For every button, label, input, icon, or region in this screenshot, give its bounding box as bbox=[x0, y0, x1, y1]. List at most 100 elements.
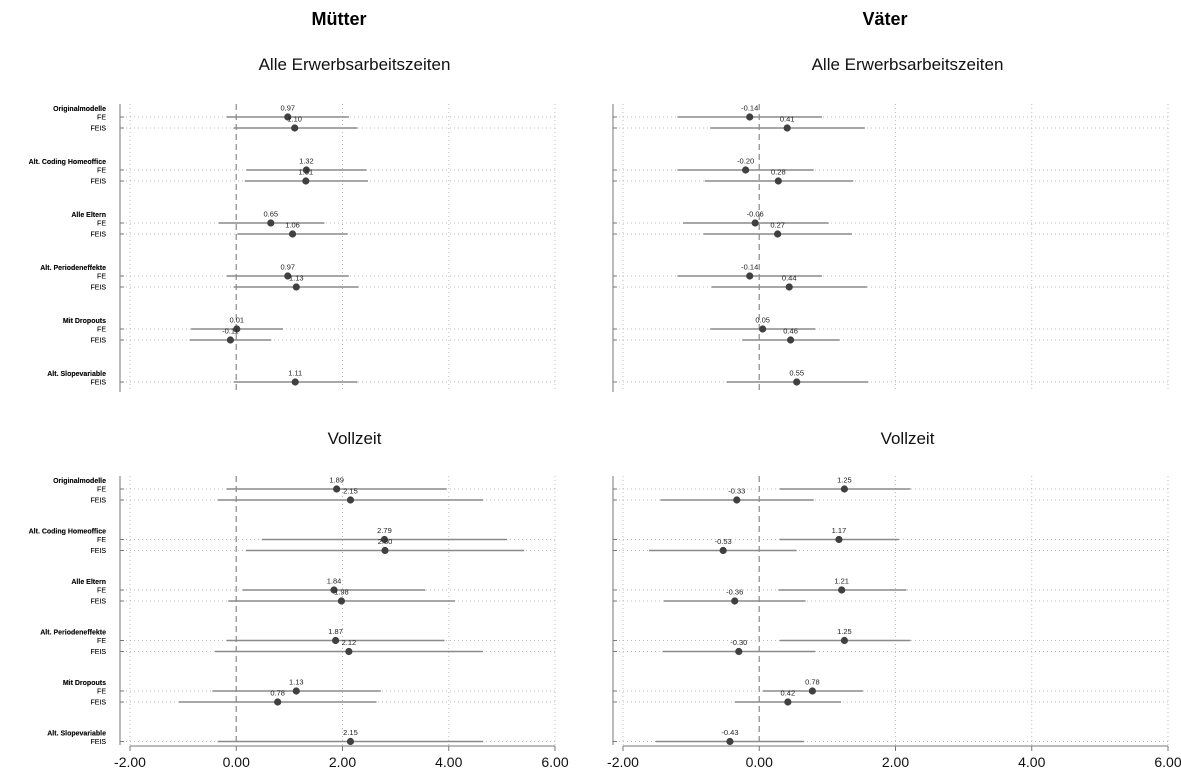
row-label: FE bbox=[97, 689, 106, 696]
point-estimate bbox=[759, 325, 767, 333]
row-label: FEIS bbox=[90, 285, 106, 292]
row-label: FEIS bbox=[90, 126, 106, 133]
row-label: FEIS bbox=[90, 498, 106, 505]
row-label: FE bbox=[97, 588, 106, 595]
group-label: Originalmodelle bbox=[53, 106, 106, 113]
row-label: FEIS bbox=[90, 179, 106, 186]
group-label: Alt. Coding Homeoffice bbox=[29, 159, 106, 166]
row-label: FEIS bbox=[90, 179, 106, 186]
row-label: FEIS bbox=[90, 548, 106, 555]
row-label: FEIS bbox=[90, 649, 106, 656]
data-label: -0.33 bbox=[728, 487, 745, 496]
group-label: Mit Dropouts bbox=[63, 318, 106, 325]
point-estimate bbox=[808, 687, 816, 695]
data-label: 1.89 bbox=[329, 476, 344, 485]
group-label: Alt. Slopevariable bbox=[47, 371, 106, 378]
row-label: FEIS bbox=[90, 739, 106, 746]
column-title-fathers: Väter bbox=[862, 9, 907, 29]
chart-panel: Alle Erwerbsarbeitszeiten Originalmodelle… bbox=[29, 55, 1169, 392]
data-label: 0.65 bbox=[263, 210, 278, 219]
row-label: FEIS bbox=[90, 548, 106, 555]
data-label: -0.14 bbox=[741, 104, 758, 113]
group-label: Alt. Periodeneffekte bbox=[40, 630, 106, 637]
data-label: 1.87 bbox=[328, 627, 343, 636]
group-label: Mit Dropouts bbox=[63, 318, 106, 325]
point-estimate bbox=[291, 124, 299, 132]
data-label: 1.31 bbox=[299, 168, 314, 177]
x-tick-label: 6.00 bbox=[1154, 754, 1181, 770]
data-label: -0.06 bbox=[747, 210, 764, 219]
data-label: -0.11 bbox=[222, 327, 239, 336]
group-label: Alt. Periodeneffekte bbox=[40, 265, 106, 272]
point-estimate bbox=[735, 647, 743, 656]
data-label: 1.13 bbox=[289, 274, 304, 283]
x-tick-label: 4.00 bbox=[435, 754, 462, 770]
point-estimate bbox=[774, 230, 782, 238]
x-tick-label: 2.00 bbox=[882, 754, 909, 770]
point-estimate bbox=[330, 586, 338, 594]
chart-panel: Alle Erwerbsarbeitszeiten Originalmodelle… bbox=[29, 55, 556, 392]
row-label: FEIS bbox=[90, 739, 106, 746]
data-label: 0.42 bbox=[781, 689, 796, 698]
group-label: Alt. Periodeneffekte bbox=[40, 265, 106, 272]
row-label: FEIS bbox=[90, 380, 106, 387]
row-label: FE bbox=[97, 638, 106, 645]
row-label: FEIS bbox=[90, 338, 106, 345]
data-label: 1.21 bbox=[834, 577, 849, 586]
point-estimate bbox=[284, 272, 292, 280]
point-estimate bbox=[291, 378, 299, 386]
point-estimate bbox=[733, 496, 741, 504]
point-estimate bbox=[840, 485, 849, 493]
data-label: 0.97 bbox=[280, 104, 295, 113]
x-tick-label: 4.00 bbox=[1018, 754, 1045, 770]
point-estimate bbox=[785, 283, 793, 291]
row-label: FE bbox=[97, 327, 106, 334]
panel-title: Vollzeit bbox=[328, 429, 382, 448]
data-label: 0.78 bbox=[805, 678, 820, 687]
point-estimate bbox=[746, 272, 754, 280]
point-estimate bbox=[838, 586, 846, 594]
data-label: 0.78 bbox=[270, 689, 285, 698]
data-label: 1.84 bbox=[327, 577, 342, 586]
data-label: 1.13 bbox=[289, 678, 304, 687]
data-label: -0.43 bbox=[721, 728, 738, 737]
point-estimate bbox=[840, 636, 849, 645]
row-label: FEIS bbox=[90, 380, 106, 387]
data-label: 1.17 bbox=[832, 526, 847, 535]
row-label: FE bbox=[97, 588, 106, 595]
point-estimate bbox=[784, 698, 792, 706]
row-label: FE bbox=[97, 168, 106, 175]
data-label: 2.15 bbox=[343, 487, 358, 496]
data-label: 1.25 bbox=[837, 476, 852, 485]
group-label: Alt. Slopevariable bbox=[47, 371, 106, 378]
point-estimate bbox=[337, 597, 346, 605]
data-label: -0.53 bbox=[715, 537, 732, 546]
panel-title: Alle Erwerbsarbeitszeiten bbox=[812, 55, 1004, 74]
row-label: FE bbox=[97, 115, 106, 122]
panel-title: Vollzeit bbox=[881, 429, 935, 448]
point-estimate bbox=[292, 283, 300, 291]
row-label: FEIS bbox=[90, 285, 106, 292]
row-label: FE bbox=[97, 537, 106, 544]
point-estimate bbox=[274, 698, 282, 706]
point-estimate bbox=[719, 546, 727, 555]
row-label: FE bbox=[97, 115, 106, 122]
row-label: FEIS bbox=[90, 126, 106, 133]
row-label: FE bbox=[97, 638, 106, 645]
point-estimate bbox=[746, 113, 754, 121]
point-estimate bbox=[783, 124, 791, 132]
group-label: Alt. Slopevariable bbox=[47, 731, 106, 738]
data-label: 0.46 bbox=[783, 327, 798, 336]
row-label: FE bbox=[97, 221, 106, 228]
group-label: Alt. Slopevariable bbox=[47, 731, 106, 738]
group-label: Alle Eltern bbox=[71, 579, 106, 586]
x-tick-label: 2.00 bbox=[329, 754, 356, 770]
point-estimate bbox=[793, 378, 801, 386]
x-tick-label: -2.00 bbox=[114, 754, 146, 770]
point-estimate bbox=[331, 636, 340, 645]
data-label: 1.25 bbox=[837, 627, 852, 636]
point-estimate bbox=[284, 113, 292, 121]
point-estimate bbox=[345, 647, 353, 656]
group-label: Alle Eltern bbox=[71, 212, 106, 219]
row-label: FEIS bbox=[90, 700, 106, 707]
